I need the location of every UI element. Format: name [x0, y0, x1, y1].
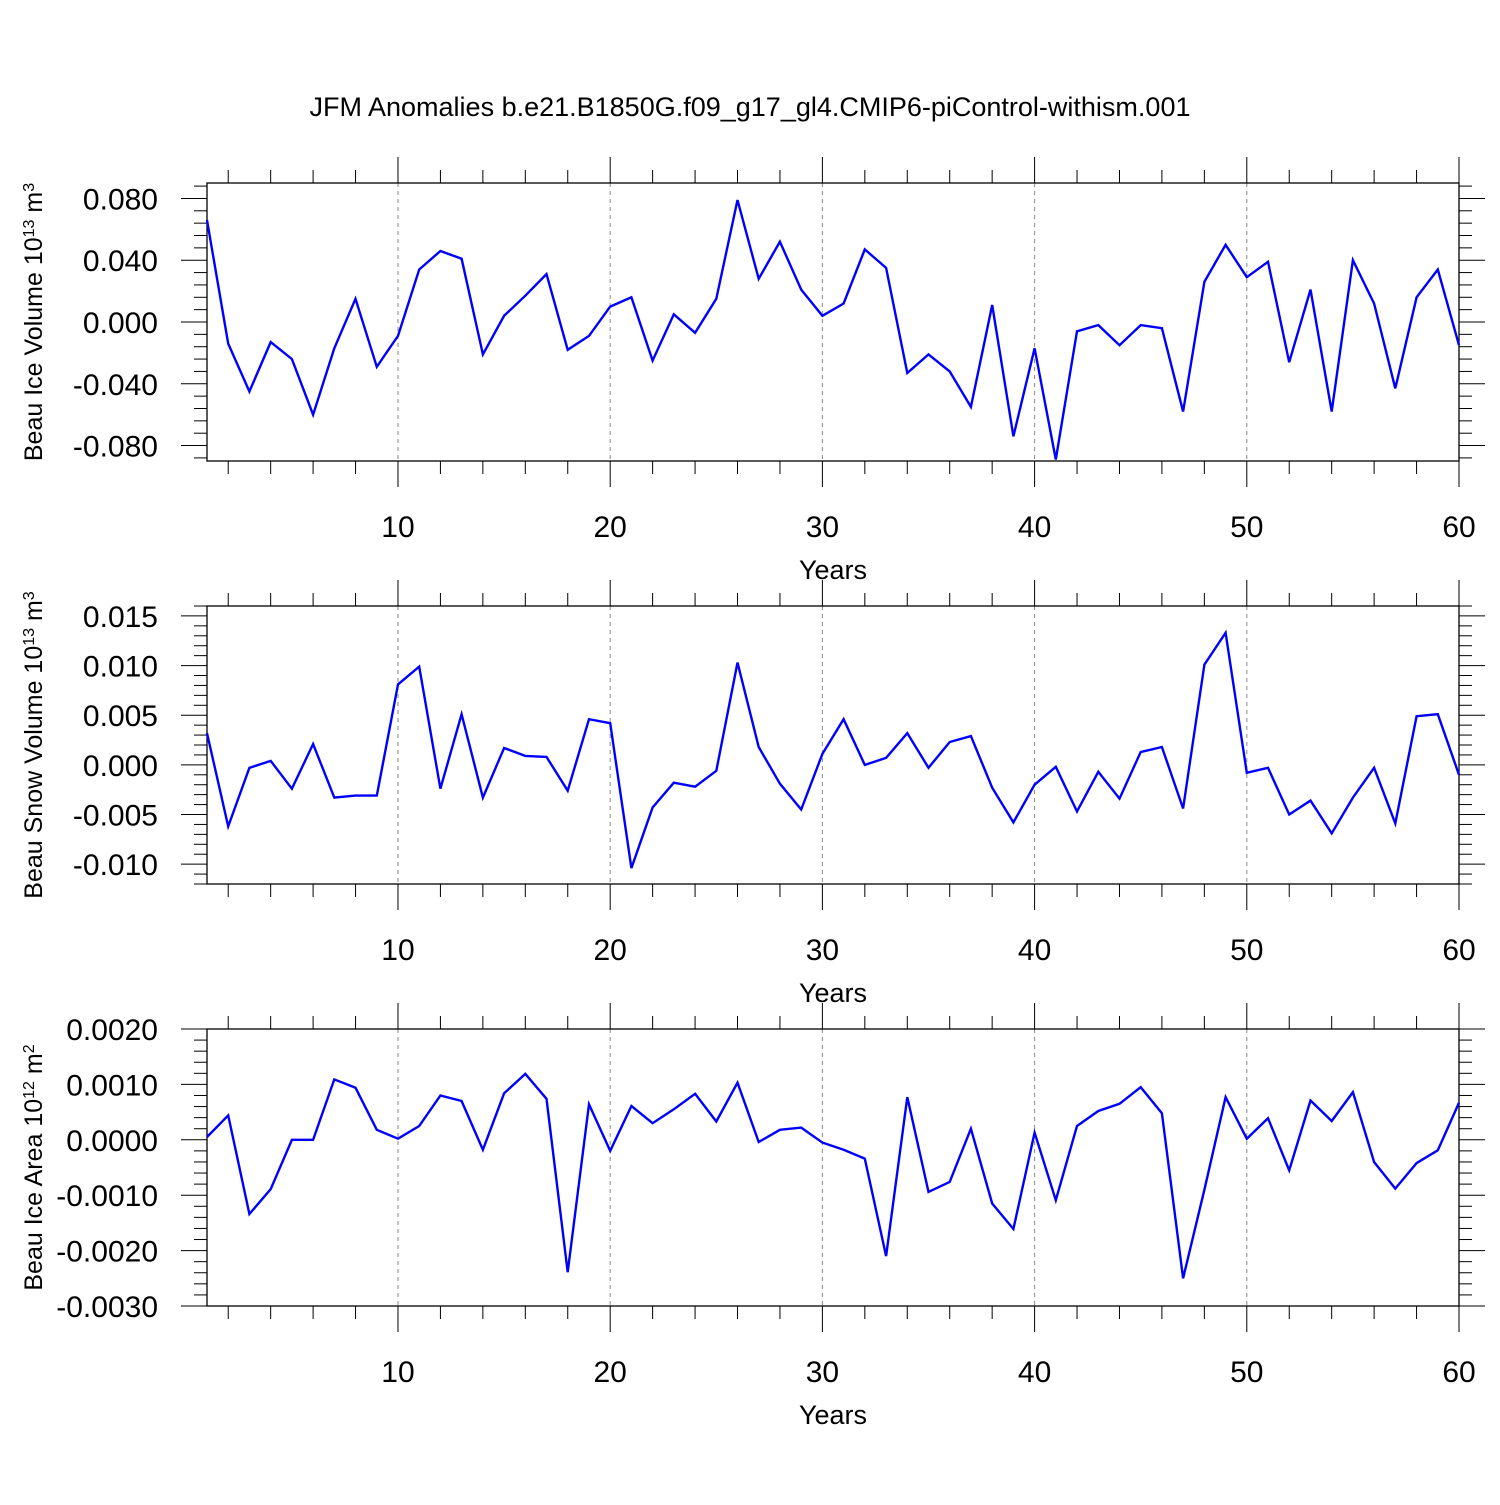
x-axis-title: Years — [799, 555, 867, 585]
series-line — [205, 199, 1461, 460]
y-tick-label: 0.0000 — [66, 1125, 158, 1158]
y-tick-label: -0.040 — [73, 369, 158, 402]
panel-2: 0.015 0.010 0.005 0.000 -0.005 -0.010 10 20 30 40… — [20, 580, 1485, 1008]
x-axis-title: Years — [799, 1400, 867, 1430]
y-axis-title-superscript: 13 — [21, 219, 38, 237]
y-axis-title-part: Beau Snow Volume 10 — [20, 646, 48, 899]
y-axis-title-superscript: 2 — [21, 1044, 38, 1053]
y-tick-label: 0.005 — [83, 700, 158, 733]
y-tick-label: 0.080 — [83, 183, 158, 216]
y-axis-title-part: m — [20, 192, 48, 220]
x-tick-label: 50 — [1230, 511, 1263, 544]
x-tick-label: 60 — [1442, 934, 1475, 967]
x-tick-label: 20 — [593, 934, 626, 967]
x-tick-label: 60 — [1442, 1356, 1475, 1389]
x-tick-label: 20 — [593, 511, 626, 544]
x-tick-label: 10 — [381, 934, 414, 967]
y-tick-label: 0.0010 — [66, 1069, 158, 1102]
y-tick-label: 0.015 — [83, 601, 158, 634]
y-tick-label: -0.0020 — [56, 1236, 158, 1269]
y-tick-label: 0.010 — [83, 651, 158, 684]
y-axis-title-superscript: 3 — [21, 183, 38, 192]
y-tick-label: -0.080 — [73, 431, 158, 464]
x-tick-label: 50 — [1230, 934, 1263, 967]
series-line — [206, 1072, 1461, 1279]
y-axis-title-part: m — [20, 600, 48, 628]
y-axis-title-part: m — [20, 1053, 48, 1081]
plot-frame — [206, 182, 1460, 462]
y-tick-label: 0.0020 — [66, 1014, 158, 1047]
y-tick-label: -0.0010 — [56, 1180, 158, 1213]
x-tick-label: 40 — [1018, 511, 1051, 544]
x-axis-title: Years — [799, 978, 867, 1008]
x-tick-label: 60 — [1442, 511, 1475, 544]
x-tick-label: 50 — [1230, 1356, 1263, 1389]
y-axis-title: Beau Ice Volume 1013 m3 — [20, 183, 48, 461]
x-tick-label: 40 — [1018, 934, 1051, 967]
x-tick-label: 10 — [381, 1356, 414, 1389]
x-tick-label: 40 — [1018, 1356, 1051, 1389]
y-axis-title-part: Beau Ice Volume 10 — [20, 237, 48, 461]
y-axis-title: Beau Ice Area 1012 m2 — [20, 1044, 48, 1290]
y-axis-title-part: Beau Ice Area 10 — [20, 1099, 48, 1291]
y-tick-label: -0.005 — [73, 800, 158, 833]
panel-3: 0.0020 0.0010 0.0000 -0.0010 -0.0020 -0.0030 1… — [20, 1003, 1485, 1430]
y-axis-title-superscript: 3 — [21, 591, 38, 600]
x-tick-label: 30 — [806, 1356, 839, 1389]
x-tick-label: 20 — [593, 1356, 626, 1389]
y-tick-label: 0.040 — [83, 245, 158, 278]
plot-frame — [206, 605, 1460, 885]
x-tick-label: 10 — [381, 511, 414, 544]
y-axis-title-superscript: 12 — [21, 1081, 38, 1099]
y-axis-title-superscript: 13 — [21, 628, 38, 646]
y-axis-title: Beau Snow Volume 1013 m3 — [20, 591, 48, 899]
figure-title: JFM Anomalies b.e21.B1850G.f09_g17_gl4.C… — [309, 92, 1191, 122]
y-tick-label: -0.010 — [73, 849, 158, 882]
y-tick-label: 0.000 — [83, 750, 158, 783]
x-tick-label: 30 — [806, 511, 839, 544]
series-line — [205, 629, 1461, 869]
panel-1: 0.080 0.040 0.000 -0.040 -0.080 10 20 30 40 50 60 Y… — [20, 157, 1485, 585]
y-tick-label: -0.0030 — [56, 1291, 158, 1324]
plot-frame — [206, 1028, 1460, 1307]
y-tick-label: 0.000 — [83, 307, 158, 340]
x-tick-label: 30 — [806, 934, 839, 967]
